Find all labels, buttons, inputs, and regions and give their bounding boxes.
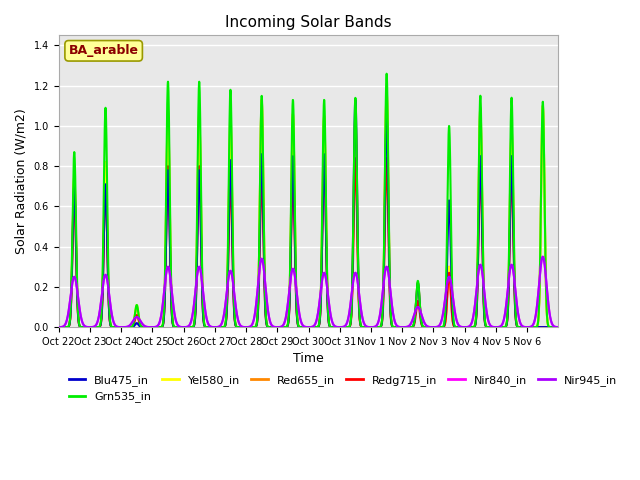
Yel580_in xyxy=(372,324,380,330)
Redg715_in xyxy=(478,236,486,242)
Red655_in xyxy=(479,214,486,219)
Nir840_in xyxy=(478,269,486,275)
Yel580_in xyxy=(383,87,390,93)
Nir945_in xyxy=(417,308,424,314)
Grn535_in xyxy=(417,310,424,315)
Blu475_in xyxy=(449,299,456,305)
Nir945_in xyxy=(539,254,547,260)
Red655_in xyxy=(417,308,424,314)
Redg715_in xyxy=(417,315,424,321)
Redg715_in xyxy=(157,324,165,330)
Nir945_in xyxy=(55,324,63,330)
Line: Grn535_in: Grn535_in xyxy=(59,74,559,327)
Grn535_in xyxy=(449,290,456,296)
Red655_in xyxy=(55,324,63,330)
Redg715_in xyxy=(449,313,456,319)
Nir840_in xyxy=(157,313,165,319)
Red655_in xyxy=(549,324,557,330)
Nir840_in xyxy=(555,324,563,330)
Yel580_in xyxy=(479,214,486,219)
Red655_in xyxy=(157,324,165,330)
Nir945_in xyxy=(449,288,456,294)
Nir840_in xyxy=(55,324,63,330)
Legend: Blu475_in, Grn535_in, Yel580_in, Red655_in, Redg715_in, Nir840_in, Nir945_in: Blu475_in, Grn535_in, Yel580_in, Red655_… xyxy=(64,371,621,407)
Redg715_in xyxy=(55,324,63,330)
Yel580_in xyxy=(429,324,437,330)
Blu475_in xyxy=(478,228,486,234)
Blu475_in xyxy=(157,324,165,330)
Red655_in xyxy=(449,314,456,320)
Nir945_in xyxy=(157,313,165,319)
Grn535_in xyxy=(372,324,380,330)
Redg715_in xyxy=(383,156,390,161)
Redg715_in xyxy=(555,324,563,330)
Blu475_in xyxy=(555,324,563,330)
Nir840_in xyxy=(118,324,126,330)
Grn535_in xyxy=(157,324,165,330)
Blu475_in xyxy=(351,97,359,103)
Grn535_in xyxy=(549,324,557,330)
Blu475_in xyxy=(372,324,380,330)
X-axis label: Time: Time xyxy=(293,352,324,365)
Nir945_in xyxy=(118,324,126,330)
Line: Red655_in: Red655_in xyxy=(59,90,559,327)
Grn535_in xyxy=(383,71,390,77)
Redg715_in xyxy=(549,324,557,330)
Nir945_in xyxy=(372,323,380,329)
Redg715_in xyxy=(372,324,380,330)
Red655_in xyxy=(555,324,563,330)
Grn535_in xyxy=(479,207,486,213)
Nir840_in xyxy=(549,323,557,328)
Yel580_in xyxy=(417,308,424,314)
Yel580_in xyxy=(449,314,456,320)
Grn535_in xyxy=(55,324,63,330)
Line: Yel580_in: Yel580_in xyxy=(59,90,559,327)
Blu475_in xyxy=(417,308,424,314)
Title: Incoming Solar Bands: Incoming Solar Bands xyxy=(225,15,392,30)
Red655_in xyxy=(372,324,380,330)
Red655_in xyxy=(383,87,390,93)
Nir945_in xyxy=(478,269,486,275)
Nir840_in xyxy=(539,254,547,260)
Blu475_in xyxy=(55,324,63,330)
Text: BA_arable: BA_arable xyxy=(68,44,139,57)
Nir840_in xyxy=(372,323,380,329)
Line: Blu475_in: Blu475_in xyxy=(59,100,559,327)
Grn535_in xyxy=(118,324,125,330)
Yel580_in xyxy=(555,324,563,330)
Nir840_in xyxy=(449,288,456,294)
Line: Nir945_in: Nir945_in xyxy=(59,257,559,327)
Yel580_in xyxy=(55,324,63,330)
Yel580_in xyxy=(549,324,557,330)
Red655_in xyxy=(429,324,437,330)
Yel580_in xyxy=(157,324,165,330)
Nir840_in xyxy=(417,308,424,314)
Y-axis label: Solar Radiation (W/m2): Solar Radiation (W/m2) xyxy=(15,108,28,254)
Grn535_in xyxy=(555,324,563,330)
Blu475_in xyxy=(549,324,557,330)
Line: Nir840_in: Nir840_in xyxy=(59,257,559,327)
Nir945_in xyxy=(555,324,563,330)
Nir945_in xyxy=(549,323,557,328)
Line: Redg715_in: Redg715_in xyxy=(59,158,559,327)
